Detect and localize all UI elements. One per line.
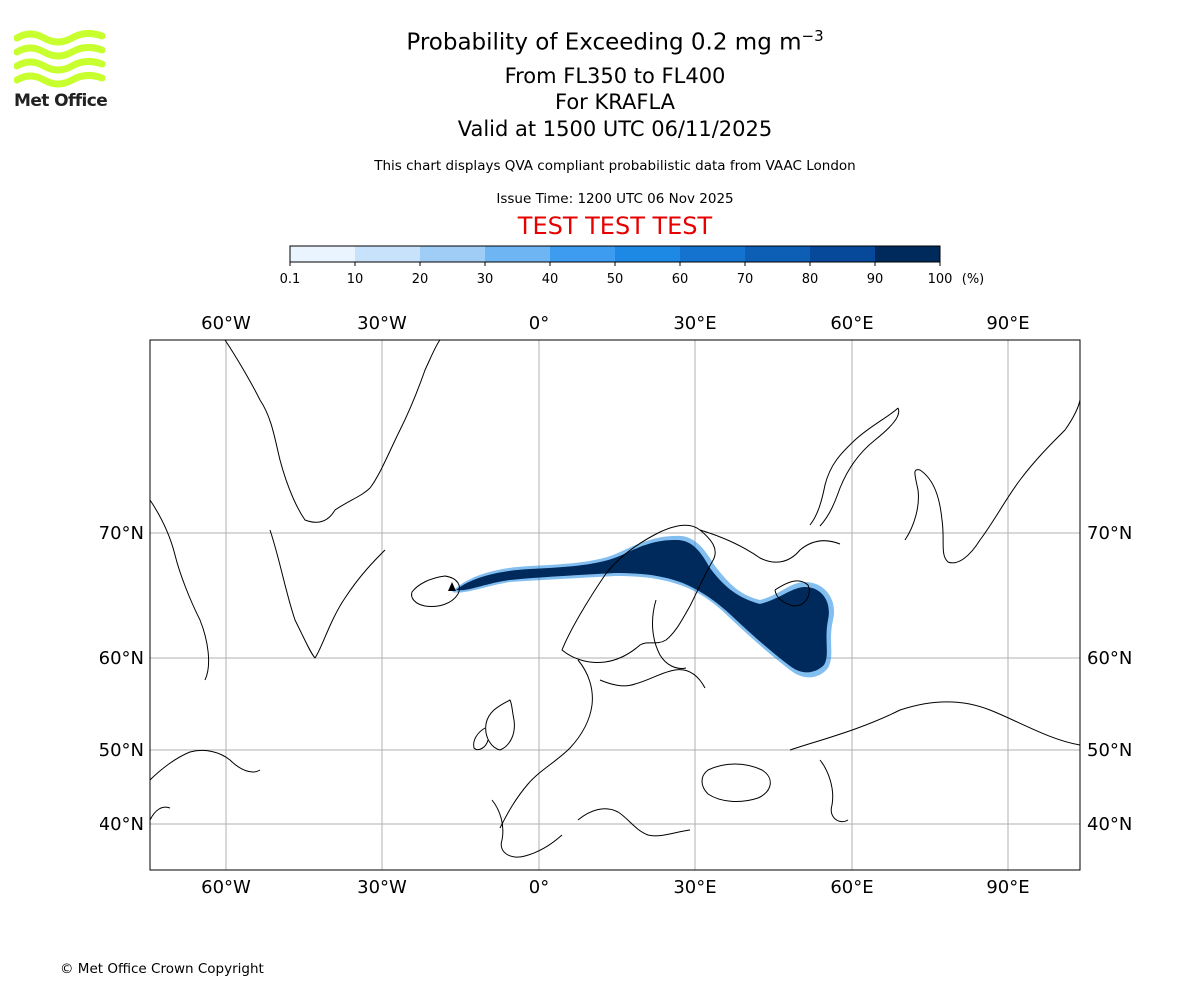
colorbar-tick-label: 100 [928, 272, 953, 287]
colorbar-cell [355, 246, 420, 262]
colorbar-unit: (%) [962, 272, 985, 287]
logo-text: Met Office [14, 91, 108, 111]
lon-label-60w-bottom: 60°W [201, 877, 251, 898]
colorbar-tick-label: 0.1 [280, 272, 301, 287]
lat-label-60n-left: 60°N [100, 648, 144, 669]
map: 60°W 30°W 0° 30°E 60°E 90°E 60°W 30°W 0°… [100, 313, 1132, 898]
lon-labels-top: 60°W 30°W 0° 30°E 60°E 90°E [201, 313, 1029, 334]
graticule [150, 340, 1080, 870]
colorbar-cell [680, 246, 745, 262]
colorbar-tick-label: 50 [607, 272, 624, 287]
lon-label-30w-top: 30°W [357, 313, 407, 334]
colorbar-cell [485, 246, 550, 262]
map-frame [150, 340, 1080, 870]
lat-labels-left: 70°N 60°N 50°N 40°N [100, 523, 144, 835]
lon-label-90e-top: 90°E [986, 313, 1029, 334]
lon-label-30w-bottom: 30°W [357, 877, 407, 898]
colorbar-tick-label: 60 [672, 272, 689, 287]
lon-label-60e-bottom: 60°E [830, 877, 873, 898]
colorbar-cell [745, 246, 810, 262]
colorbar-cell [420, 246, 485, 262]
colorbar-tick-label: 10 [347, 272, 364, 287]
lon-labels-bottom: 60°W 30°W 0° 30°E 60°E 90°E [201, 877, 1029, 898]
chart-description: This chart displays QVA compliant probab… [374, 158, 856, 174]
colorbar-tick-label: 70 [737, 272, 754, 287]
colorbar-tick-label: 40 [542, 272, 559, 287]
colorbar-cell [290, 246, 355, 262]
chart-title: Probability of Exceeding 0.2 mg m−3 [115, 27, 1115, 56]
lon-label-60w-top: 60°W [201, 313, 251, 334]
lat-label-60n-right: 60°N [1087, 648, 1132, 669]
valid-time: Valid at 1500 UTC 06/11/2025 [457, 117, 773, 141]
colorbar-tick-label: 30 [477, 272, 494, 287]
colorbar: 0.1 10 20 30 40 50 60 70 80 90 100 (%) [280, 245, 985, 287]
lon-label-0-bottom: 0° [529, 877, 549, 898]
colorbar-cell [615, 246, 680, 262]
lat-label-50n-left: 50°N [100, 740, 144, 761]
chart-title-text: Probability of Exceeding 0.2 mg m [406, 29, 802, 56]
lon-label-30e-bottom: 30°E [673, 877, 716, 898]
lon-label-90e-bottom: 90°E [986, 877, 1029, 898]
lat-label-50n-right: 50°N [1087, 740, 1132, 761]
copyright: © Met Office Crown Copyright [60, 961, 264, 977]
volcano-name: For KRAFLA [555, 90, 675, 114]
colorbar-tick-label: 80 [802, 272, 819, 287]
colorbar-cell [810, 246, 875, 262]
chart-title-superscript: −3 [801, 27, 824, 45]
met-office-logo [14, 30, 106, 88]
lat-label-40n-left: 40°N [100, 814, 144, 835]
issue-time: Issue Time: 1200 UTC 06 Nov 2025 [496, 191, 734, 207]
lon-label-60e-top: 60°E [830, 313, 873, 334]
colorbar-tick-label: 20 [412, 272, 429, 287]
lat-label-70n-left: 70°N [100, 523, 144, 544]
ash-plume [452, 535, 835, 678]
colorbar-cell [550, 246, 615, 262]
coastlines [150, 340, 1080, 858]
volcano-marker [448, 582, 456, 591]
flight-level-range: From FL350 to FL400 [504, 64, 726, 88]
lat-label-40n-right: 40°N [1087, 814, 1132, 835]
test-banner: TEST TEST TEST [517, 212, 713, 240]
lat-label-70n-right: 70°N [1087, 523, 1132, 544]
colorbar-tick-label: 90 [867, 272, 884, 287]
lon-label-30e-top: 30°E [673, 313, 716, 334]
lat-labels-right: 70°N 60°N 50°N 40°N [1087, 523, 1132, 835]
lon-label-0-top: 0° [529, 313, 549, 334]
colorbar-cell [875, 246, 940, 262]
